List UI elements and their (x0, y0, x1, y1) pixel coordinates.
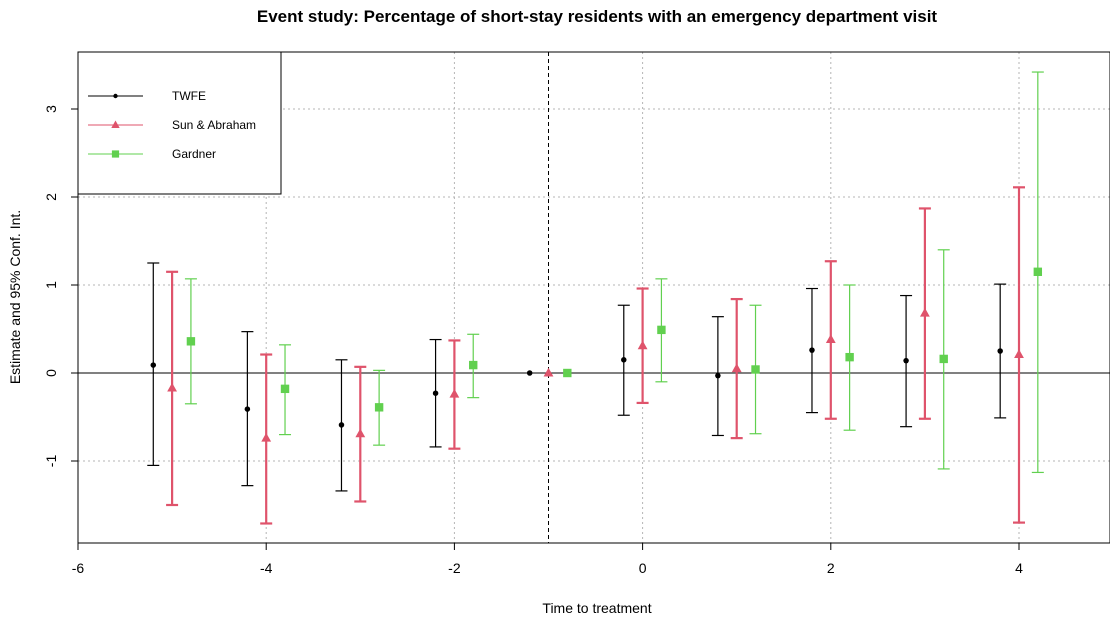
legend: TWFE Sun & Abraham Gardner (77, 51, 282, 195)
legend-entry: Gardner (88, 147, 216, 161)
point-marker-square (280, 384, 290, 394)
y-tick-label: -1 (43, 455, 59, 468)
legend-entry: TWFE (88, 89, 206, 103)
y-tick-label: 2 (43, 193, 59, 201)
point-marker-square (374, 403, 384, 412)
point-marker-triangle (1014, 349, 1024, 359)
series-twfe (147, 262, 1007, 492)
point-marker-circle (715, 372, 721, 379)
series-sun-abraham (166, 186, 1025, 525)
point-marker-square (939, 354, 948, 364)
chart-title: Event study: Percentage of short-stay re… (257, 7, 938, 26)
point-marker-circle (150, 362, 157, 368)
x-tick-label: 4 (1015, 560, 1023, 576)
series-layer (147, 71, 1044, 525)
y-axis-label: Estimate and 95% Conf. Int. (7, 210, 23, 384)
point-marker-square (1033, 267, 1043, 276)
point-marker-square (111, 150, 120, 158)
point-marker-triangle (449, 388, 460, 398)
point-marker-triangle (543, 367, 554, 377)
point-marker-square (563, 368, 572, 378)
point-marker-circle (526, 370, 533, 376)
series-gardner (184, 71, 1044, 474)
x-axis-label: Time to treatment (542, 600, 651, 616)
point-marker-triangle (355, 428, 366, 438)
point-marker-triangle (920, 307, 930, 317)
legend-label: TWFE (172, 89, 206, 103)
x-tick-label: 0 (639, 560, 647, 576)
point-marker-circle (997, 348, 1003, 354)
point-marker-square (469, 360, 478, 370)
legend-label: Gardner (172, 147, 216, 161)
point-marker-circle (244, 406, 251, 412)
point-marker-circle (432, 390, 439, 396)
y-tick-label: 1 (43, 281, 59, 289)
point-marker-triangle (111, 120, 120, 128)
y-tick-label: 0 (43, 369, 59, 377)
point-marker-square (845, 352, 854, 362)
point-marker-triangle (261, 432, 272, 442)
point-marker-triangle (825, 334, 836, 344)
point-marker-square (186, 337, 196, 346)
point-marker-square (751, 365, 760, 374)
point-marker-circle (338, 422, 345, 428)
legend-box (77, 51, 282, 195)
plot-frame (77, 51, 1110, 544)
point-marker-triangle (637, 340, 648, 350)
legend-label: Sun & Abraham (172, 118, 256, 132)
point-marker-square (657, 325, 666, 335)
x-tick-label: 2 (827, 560, 835, 576)
point-marker-circle (903, 357, 909, 364)
x-tick-label: -4 (260, 560, 273, 576)
axes: -6 -4 -2 0 2 4 -1 0 1 2 3 (43, 105, 1023, 576)
point-marker-circle (809, 347, 815, 353)
reference-lines (78, 52, 1110, 543)
x-tick-label: -6 (72, 560, 85, 576)
point-marker-triangle (731, 363, 742, 373)
x-tick-label: -2 (448, 560, 461, 576)
y-tick-label: 3 (43, 105, 59, 113)
legend-entry: Sun & Abraham (88, 118, 256, 132)
point-marker-circle (621, 357, 627, 363)
point-marker-triangle (167, 382, 177, 392)
point-marker-circle (113, 93, 118, 99)
